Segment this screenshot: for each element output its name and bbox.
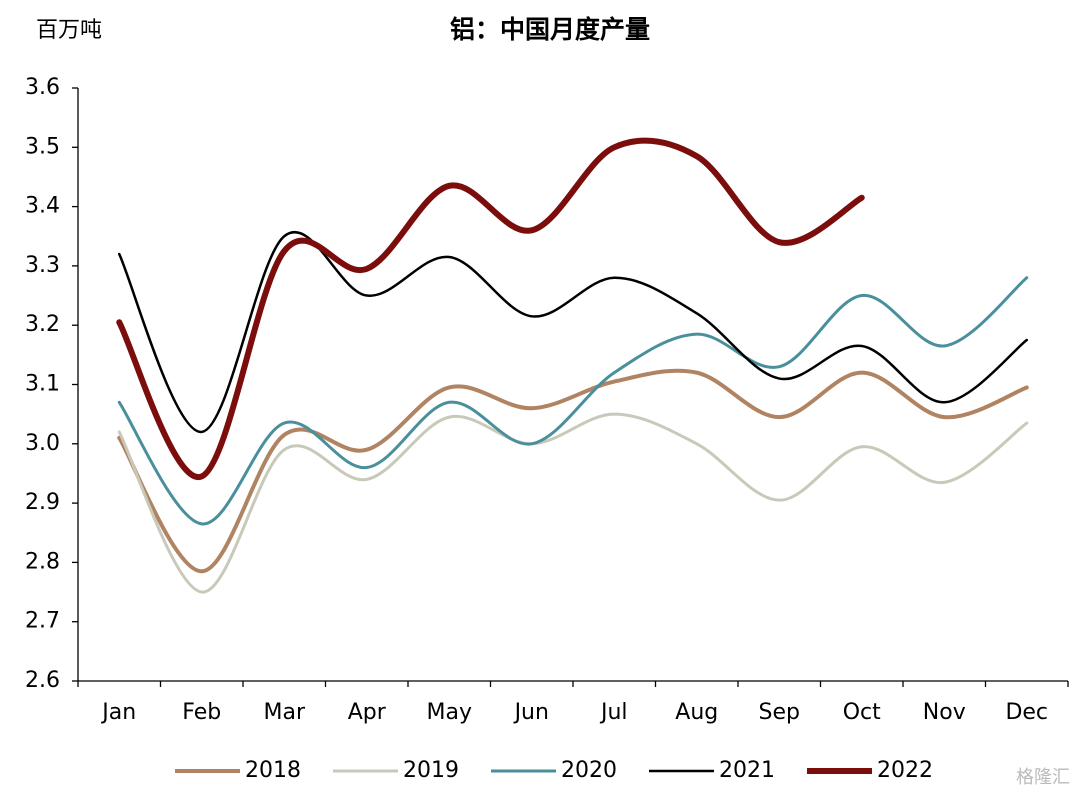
watermark: 格隆汇 — [1016, 767, 1070, 788]
x-tick-label: Sep — [759, 700, 800, 725]
x-tick-label: Dec — [1005, 700, 1048, 725]
x-tick-label: May — [427, 700, 472, 725]
line-series — [117, 368, 1029, 574]
legend-label: 2022 — [877, 758, 933, 783]
x-tick-label: Aug — [675, 700, 718, 725]
legend-label: 2020 — [561, 758, 617, 783]
y-tick-label: 3.4 — [25, 194, 60, 219]
line-series — [117, 276, 1029, 526]
chart-title: 铝：中国月度产量 — [450, 15, 650, 44]
legend-label: 2021 — [719, 758, 775, 783]
line-series — [117, 412, 1029, 594]
x-tick-label: Apr — [348, 700, 387, 725]
y-tick-label: 2.9 — [25, 490, 60, 515]
legend-label: 2018 — [245, 758, 301, 783]
y-tick-label: 2.7 — [25, 609, 60, 634]
y-tick-label: 3.5 — [25, 134, 60, 159]
x-tick-label: Jul — [599, 700, 628, 725]
y-axis-label: 百万吨 — [36, 18, 102, 43]
y-tick-label: 2.6 — [25, 668, 60, 693]
y-tick-label: 2.8 — [25, 549, 60, 574]
line-series — [116, 137, 865, 480]
x-tick-label: Jun — [513, 700, 549, 725]
y-tick-label: 3.3 — [25, 253, 60, 278]
y-tick-label: 3.2 — [25, 312, 60, 337]
x-tick-label: Feb — [182, 700, 221, 725]
legend-label: 2019 — [403, 758, 459, 783]
y-tick-label: 3.1 — [25, 372, 60, 397]
x-tick-label: Mar — [263, 700, 305, 725]
y-tick-label: 3.0 — [25, 431, 60, 456]
x-tick-label: Oct — [843, 700, 881, 725]
x-tick-label: Jan — [100, 700, 136, 725]
line-series — [118, 231, 1028, 434]
y-tick-label: 3.6 — [25, 75, 60, 100]
x-tick-label: Nov — [923, 700, 966, 725]
